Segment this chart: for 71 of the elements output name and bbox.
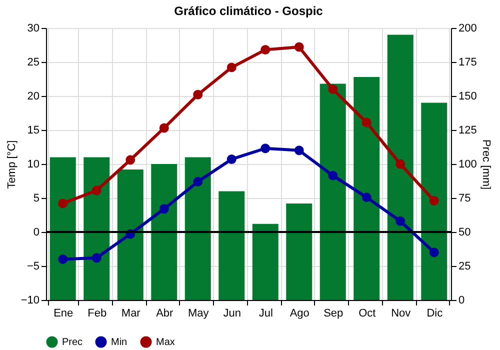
x-tick-label: Feb (88, 308, 107, 320)
point (92, 253, 102, 263)
y-tick-label: 5 (33, 192, 40, 204)
y2-tick-label: 100 (458, 158, 477, 170)
y2-tick-label: 150 (458, 90, 477, 102)
point (362, 192, 372, 202)
y-tick-label: 0 (33, 226, 40, 238)
legend-label: Max (156, 337, 175, 348)
y2-tick-label: 175 (458, 56, 477, 68)
point (260, 45, 270, 54)
bar (252, 224, 278, 300)
y2-tick-label: 0 (458, 294, 465, 306)
point (193, 176, 203, 186)
x-tick-label: Ene (54, 308, 74, 320)
x-tick-label: Sep (324, 308, 344, 320)
bar (151, 164, 178, 300)
x-tick-label: Mar (121, 308, 141, 320)
bar (286, 203, 312, 300)
y2-tick-label: 125 (458, 124, 477, 136)
point (226, 154, 236, 164)
x-tick-label: Ago (290, 308, 310, 320)
bar (421, 102, 448, 300)
point (58, 198, 68, 208)
point (126, 155, 136, 165)
chart-title: Gráfico climático - Gospic (174, 4, 324, 18)
y2-tick-label: 75 (458, 192, 471, 204)
point (396, 216, 406, 226)
legend-label: Prec (62, 337, 83, 348)
y-tick-label: 20 (27, 90, 40, 102)
point (294, 146, 304, 156)
point (328, 84, 338, 94)
y2-tick-label: 200 (458, 22, 477, 34)
point (159, 204, 169, 214)
point (362, 118, 372, 128)
bar (84, 157, 110, 300)
x-tick-label: Oct (358, 308, 376, 320)
point (58, 254, 68, 264)
y2-tick-label: 25 (458, 260, 471, 272)
y-tick-label: 30 (27, 22, 40, 34)
point (159, 123, 169, 133)
bar (117, 169, 144, 300)
y2-tick-label: 50 (458, 226, 471, 238)
y-tick-label: 15 (27, 124, 40, 136)
bar (50, 157, 76, 300)
legend-label: Min (111, 337, 128, 348)
x-tick-label: Jul (258, 308, 273, 320)
point (260, 144, 270, 154)
x-tick-label: Abr (156, 308, 174, 320)
y-tick-label: −10 (20, 294, 40, 306)
y-axis-title: Temp [°C] (6, 140, 18, 189)
point (328, 170, 338, 180)
x-tick-label: Dic (426, 308, 444, 320)
bar (354, 76, 380, 300)
bar (320, 84, 346, 300)
x-tick-label: May (188, 308, 210, 320)
bar (218, 191, 245, 300)
point (193, 90, 203, 100)
point (226, 62, 236, 72)
x-tick-label: Nov (391, 308, 412, 320)
point (429, 196, 439, 206)
point (396, 159, 406, 169)
x-tick-label: Jun (223, 308, 241, 320)
point (294, 42, 304, 52)
bar (387, 34, 414, 300)
y2-axis-title: Prec [mm] (480, 139, 492, 190)
point (92, 186, 102, 196)
bar (184, 157, 211, 300)
point (429, 248, 439, 258)
y-tick-label: −5 (26, 260, 40, 272)
y-tick-label: 10 (27, 158, 40, 170)
y-tick-label: 25 (27, 56, 40, 68)
